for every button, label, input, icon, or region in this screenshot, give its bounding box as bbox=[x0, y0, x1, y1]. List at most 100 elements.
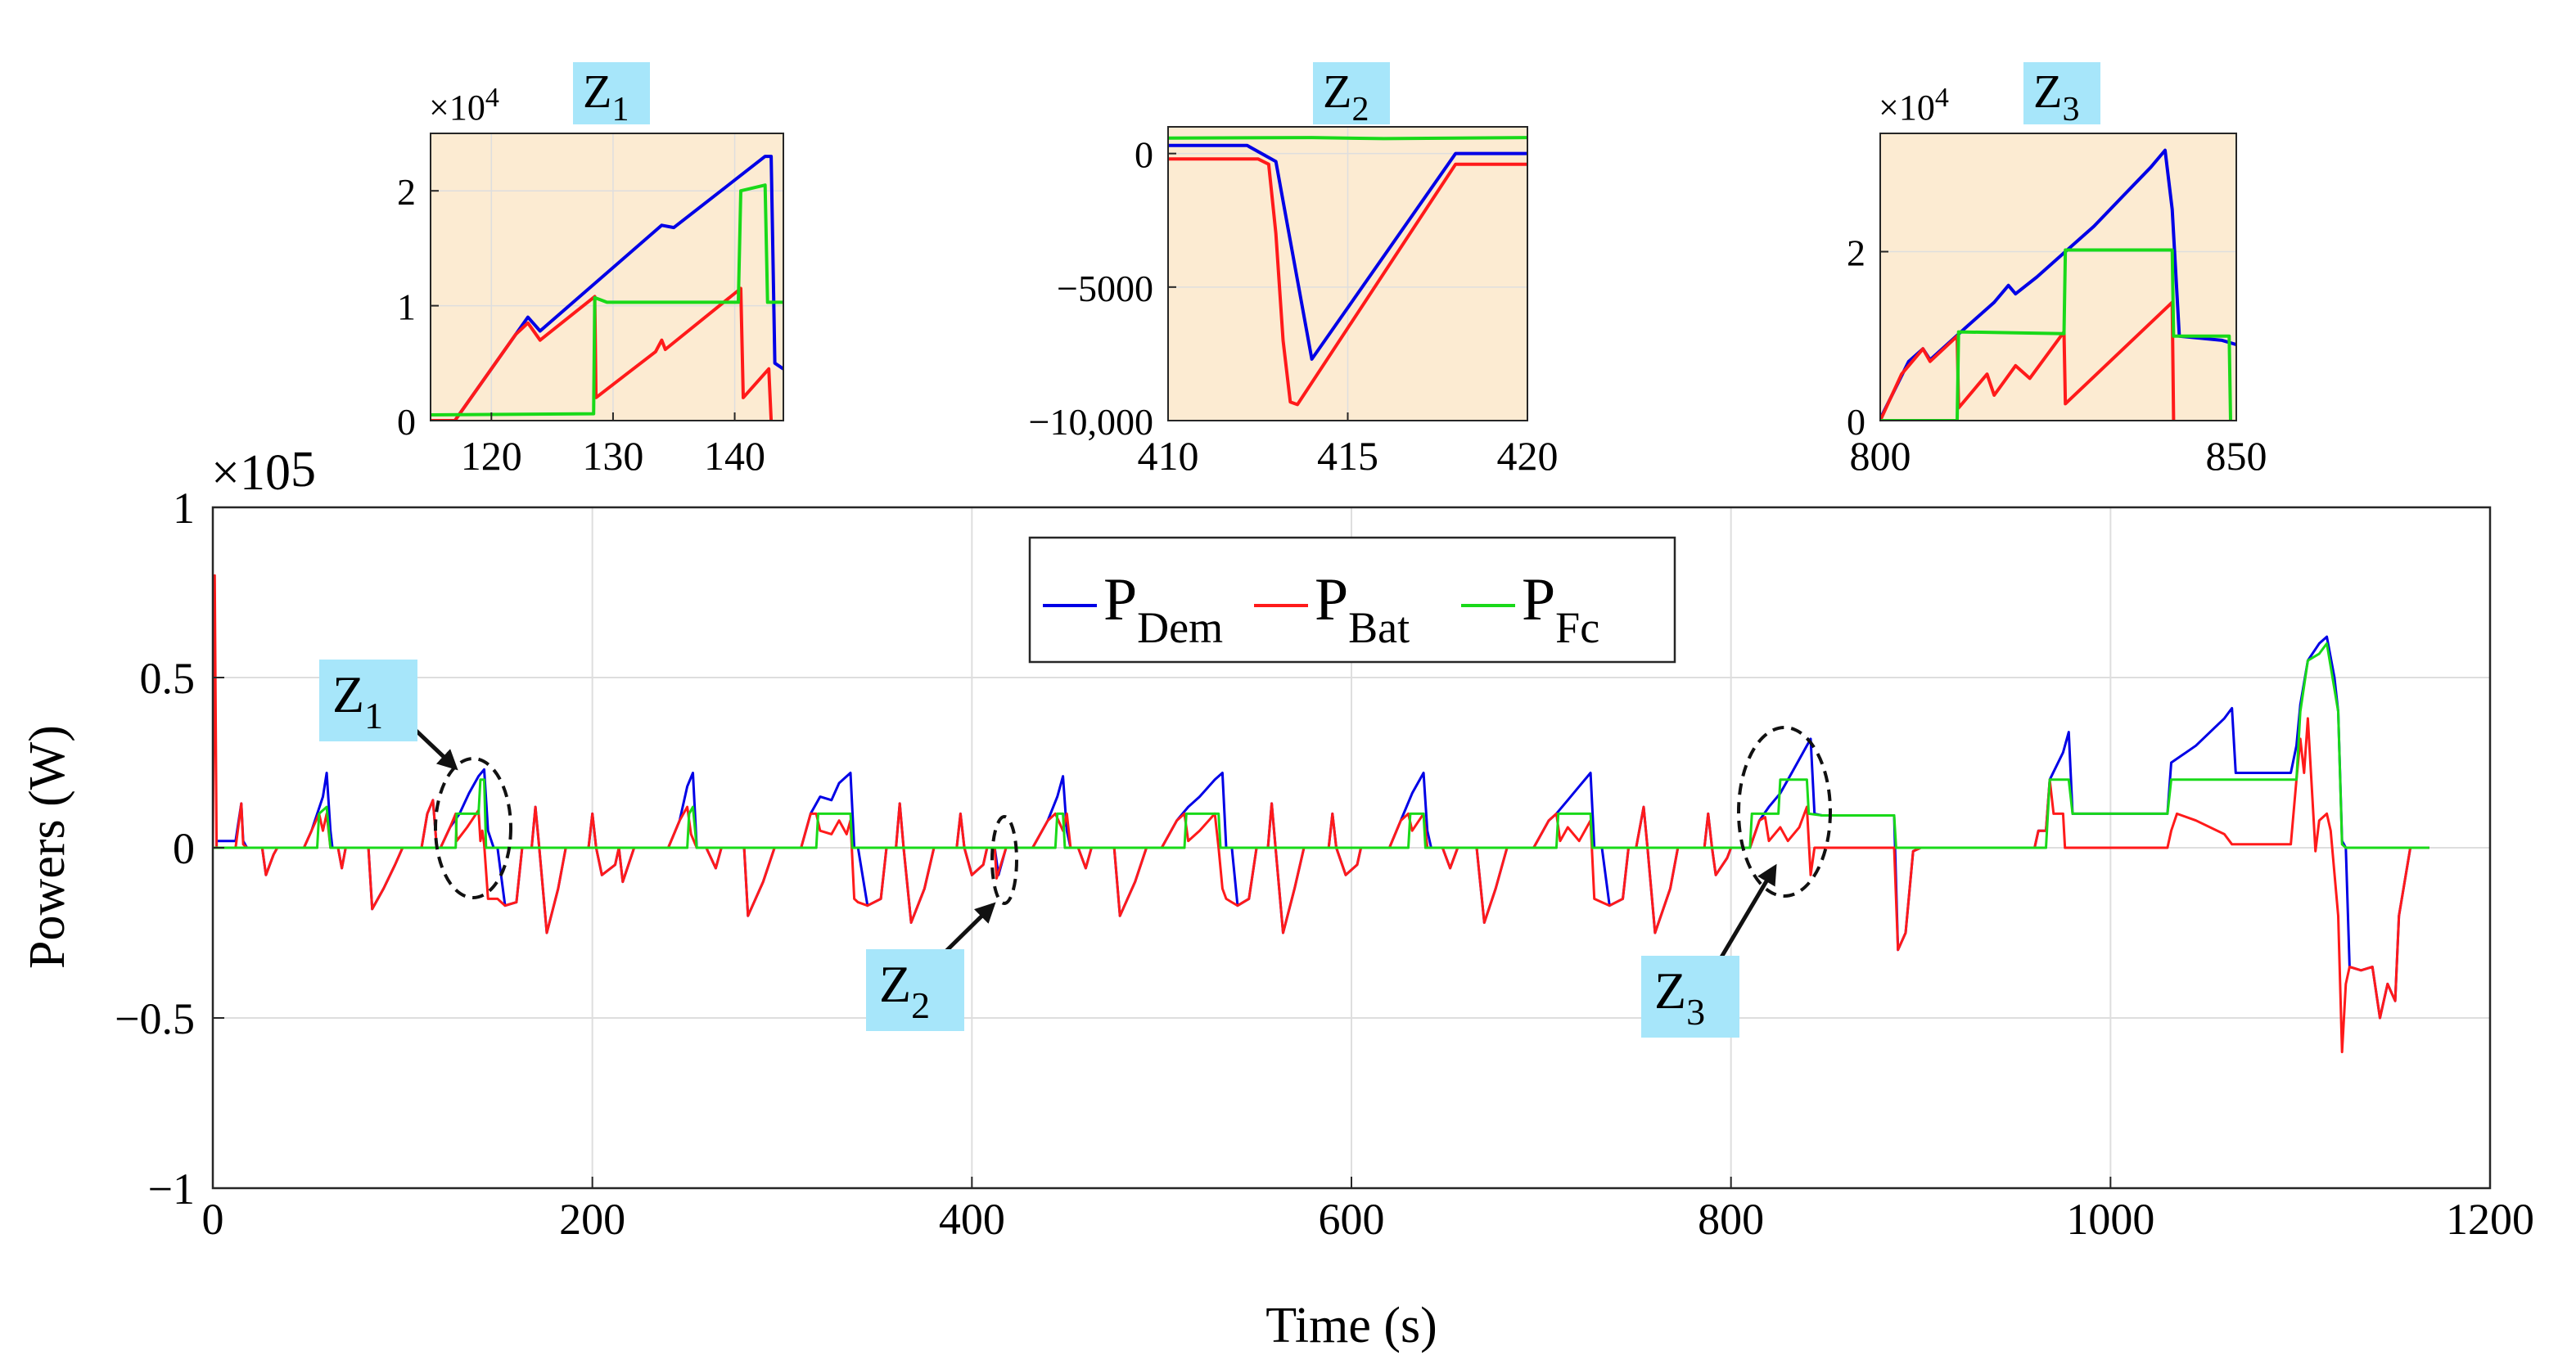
main-y-exponent-base: ×10 bbox=[211, 445, 291, 501]
z1-title: Z1 bbox=[583, 65, 629, 128]
main-series bbox=[213, 574, 2429, 1054]
z1-ytick-label: 1 bbox=[397, 286, 416, 328]
main-ytick-label: 0 bbox=[173, 824, 195, 873]
zone-label-3-sub: 3 bbox=[1686, 991, 1705, 1033]
z2-xtick-label: 415 bbox=[1317, 433, 1378, 479]
z3-y-exponent-power: 4 bbox=[1935, 83, 1949, 113]
zone-label-3: Z3 bbox=[1654, 961, 1705, 1033]
zone-label-3-base: Z bbox=[1654, 961, 1686, 1020]
main-xtick-label: 0 bbox=[202, 1195, 224, 1244]
main-chart: 0 200 400 600 800 1000 1200 −1 −0.5 0 0.5 1 ×105 Time… bbox=[20, 442, 2534, 1353]
z1-title-sub: 1 bbox=[611, 91, 629, 128]
z2-title: Z2 bbox=[1323, 65, 1369, 128]
z3-ytick-label: 2 bbox=[1847, 232, 1865, 274]
z1-series-p-fc bbox=[431, 183, 783, 417]
z3-xtick-label: 850 bbox=[2206, 433, 2267, 479]
inset-z2: 410 415 420 −10,000 −5000 0 Z2 bbox=[1029, 62, 1559, 479]
z2-series-p-dem bbox=[1168, 143, 1527, 361]
zone-label-2-sub: 2 bbox=[911, 984, 930, 1026]
zone-label-box-1 bbox=[319, 660, 417, 741]
main-legend: PDem PBat PFc bbox=[1028, 536, 1676, 664]
z1-y-exponent: ×104 bbox=[429, 83, 499, 128]
z1-plot-frame bbox=[430, 133, 784, 421]
zone-arrow-2 bbox=[940, 902, 996, 957]
main-series-p-fc bbox=[213, 642, 2429, 849]
main-y-axis-label: Powers (W) bbox=[20, 725, 75, 969]
legend-box bbox=[1028, 536, 1676, 664]
z3-ytick-label: 0 bbox=[1847, 401, 1865, 443]
z1-series bbox=[431, 155, 783, 421]
z3-title-sub: 3 bbox=[2062, 91, 2079, 128]
zone-ellipse-1 bbox=[434, 757, 512, 899]
zone-label-1-sub: 1 bbox=[364, 695, 383, 736]
legend-entry-dem: PDem bbox=[1103, 566, 1223, 652]
zone-ellipse-3 bbox=[1737, 726, 1832, 898]
main-xtick-label: 1000 bbox=[2066, 1195, 2154, 1244]
main-y-exponent-power: 5 bbox=[291, 442, 316, 498]
zone-label-2: Z2 bbox=[879, 955, 930, 1026]
main-xtick-label: 400 bbox=[939, 1195, 1005, 1244]
z3-title: Z3 bbox=[2033, 65, 2079, 128]
legend-entry-fc-sub: Fc bbox=[1555, 603, 1599, 652]
z3-y-exponent-base: ×10 bbox=[1879, 88, 1935, 128]
z2-series-p-fc bbox=[1168, 136, 1527, 141]
z2-title-sub: 2 bbox=[1351, 91, 1369, 128]
main-ytick-label: −0.5 bbox=[115, 994, 195, 1043]
z2-xtick-label: 420 bbox=[1497, 433, 1559, 479]
z3-title-base: Z bbox=[2033, 65, 2062, 118]
z1-title-base: Z bbox=[583, 65, 611, 118]
main-xtick-label: 1200 bbox=[2446, 1195, 2534, 1244]
z1-xtick-label: 130 bbox=[582, 433, 643, 479]
z2-ytick-label: −10,000 bbox=[1029, 401, 1153, 443]
zone-label-1-base: Z bbox=[332, 665, 364, 723]
z2-ytick-label: −5000 bbox=[1057, 268, 1153, 309]
z3-xtick-label: 800 bbox=[1850, 433, 1911, 479]
z1-y-exponent-base: ×10 bbox=[429, 88, 485, 128]
zone-label-1: Z1 bbox=[332, 665, 383, 736]
legend-entry-dem-base: P bbox=[1103, 566, 1137, 633]
z1-title-box bbox=[573, 62, 650, 124]
main-xtick-label: 800 bbox=[1698, 1195, 1764, 1244]
main-xtick-label: 600 bbox=[1319, 1195, 1385, 1244]
z2-title-base: Z bbox=[1323, 65, 1351, 118]
z3-y-exponent: ×104 bbox=[1879, 83, 1949, 128]
legend-entry-dem-sub: Dem bbox=[1137, 603, 1223, 652]
z2-series bbox=[1168, 136, 1527, 407]
zone-label-2-base: Z bbox=[879, 955, 911, 1013]
zone-label-box-2 bbox=[866, 949, 964, 1031]
z1-ytick-label: 2 bbox=[397, 171, 416, 213]
z2-title-box bbox=[1313, 62, 1390, 124]
main-ytick-label: −1 bbox=[148, 1164, 195, 1214]
z3-plot-background bbox=[1880, 133, 2236, 421]
z2-ytick-label: 0 bbox=[1135, 134, 1153, 176]
legend-entry-fc-base: P bbox=[1522, 566, 1555, 633]
legend-entry-fc: PFc bbox=[1522, 566, 1599, 652]
main-ytick-label: 1 bbox=[173, 484, 195, 533]
z1-y-exponent-power: 4 bbox=[485, 83, 499, 113]
main-x-axis-label: Time (s) bbox=[1265, 1298, 1437, 1353]
z2-xtick-label: 410 bbox=[1138, 433, 1199, 479]
z3-series bbox=[1880, 148, 2236, 421]
z3-plot-frame bbox=[1879, 133, 2237, 421]
z3-series-p-fc bbox=[1880, 248, 2232, 421]
z3-series-p-bat bbox=[1880, 300, 2176, 421]
main-series-p-bat bbox=[213, 574, 2429, 1054]
z1-ytick-label: 0 bbox=[397, 401, 416, 443]
inset-z3: 800 850 0 2 ×104 Z3 bbox=[1847, 62, 2267, 479]
zone-arrow-3 bbox=[1715, 863, 1777, 966]
zone-ellipse-2 bbox=[990, 815, 1018, 905]
main-xtick-label: 200 bbox=[559, 1195, 625, 1244]
main-series-p-dem bbox=[213, 635, 2429, 1020]
z1-xtick-label: 140 bbox=[704, 433, 765, 479]
legend-entry-bat-base: P bbox=[1315, 566, 1348, 633]
main-ytick-label: 0.5 bbox=[140, 654, 196, 703]
legend-entry-bat-sub: Bat bbox=[1348, 603, 1410, 652]
z3-title-box bbox=[2023, 62, 2100, 124]
z2-series-p-bat bbox=[1168, 157, 1527, 407]
main-y-exponent: ×105 bbox=[211, 442, 316, 501]
z1-xtick-label: 120 bbox=[461, 433, 522, 479]
z1-series-p-bat bbox=[431, 286, 774, 421]
